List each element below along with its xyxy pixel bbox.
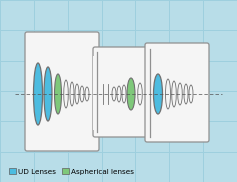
FancyBboxPatch shape bbox=[145, 43, 209, 142]
Ellipse shape bbox=[70, 82, 74, 106]
Bar bbox=[148, 49, 152, 135]
FancyBboxPatch shape bbox=[25, 32, 99, 151]
Bar bbox=[93, 56, 99, 130]
Ellipse shape bbox=[44, 67, 52, 121]
Ellipse shape bbox=[189, 85, 193, 103]
Ellipse shape bbox=[184, 84, 188, 104]
FancyBboxPatch shape bbox=[93, 47, 152, 137]
Ellipse shape bbox=[154, 74, 163, 114]
Legend: UD Lenses, Aspherical lenses: UD Lenses, Aspherical lenses bbox=[6, 165, 137, 177]
Ellipse shape bbox=[178, 83, 182, 105]
Ellipse shape bbox=[112, 87, 116, 101]
Ellipse shape bbox=[122, 85, 126, 103]
Ellipse shape bbox=[138, 83, 142, 105]
Ellipse shape bbox=[127, 78, 135, 110]
Ellipse shape bbox=[64, 80, 68, 108]
Ellipse shape bbox=[33, 63, 42, 125]
Ellipse shape bbox=[80, 86, 84, 102]
Ellipse shape bbox=[172, 81, 176, 107]
Ellipse shape bbox=[85, 87, 89, 101]
Ellipse shape bbox=[55, 74, 61, 114]
Ellipse shape bbox=[117, 86, 121, 102]
Ellipse shape bbox=[165, 79, 170, 109]
Ellipse shape bbox=[75, 84, 79, 104]
